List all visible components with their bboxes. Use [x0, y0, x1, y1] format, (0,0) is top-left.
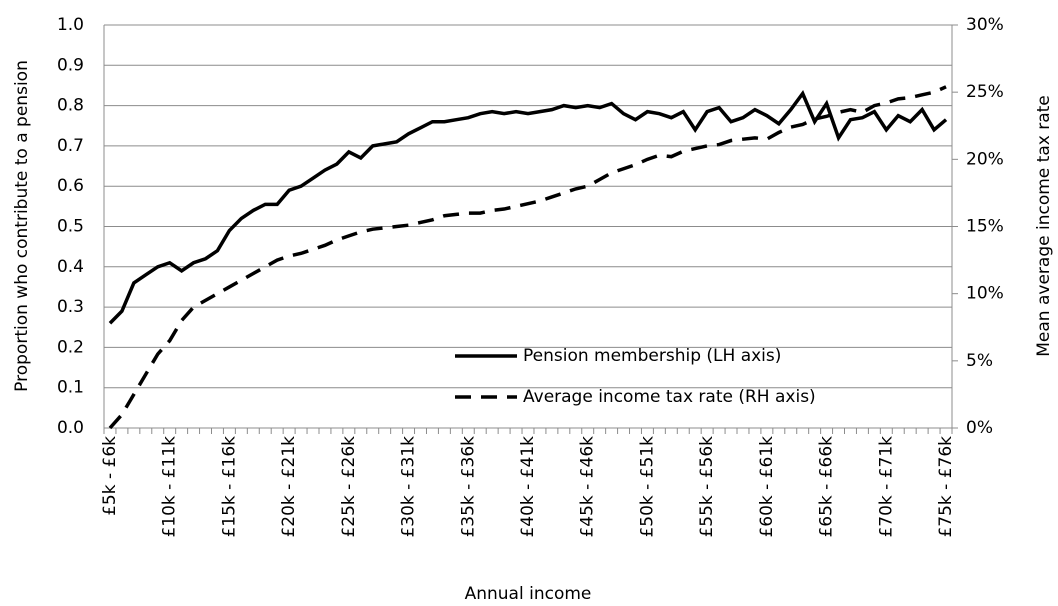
- legend-label: Pension membership (LH axis): [523, 346, 781, 366]
- x-tick-label: £70k - £71k: [876, 436, 896, 538]
- y-tick-label: 0.9: [57, 55, 84, 75]
- x-tick-label: £35k - £36k: [458, 436, 478, 538]
- data-line: [108, 90, 948, 325]
- y2-tick-label: 10%: [966, 284, 1004, 304]
- y2-tick-label: 15%: [966, 217, 1004, 237]
- y-tick-label: 0.1: [57, 378, 84, 398]
- y2-tick-label: 25%: [966, 82, 1004, 102]
- y-tick-label: 0.4: [57, 257, 84, 277]
- x-tick-label: £15k - £16k: [219, 436, 239, 538]
- x-tick-label: £30k - £31k: [399, 436, 419, 538]
- x-tick-label: £50k - £51k: [637, 436, 657, 538]
- y2-tick-label: 30%: [966, 15, 1004, 35]
- y2-tick-label: 5%: [966, 351, 993, 371]
- y2-axis-title: Mean average income tax rate: [1034, 95, 1054, 356]
- y-tick-label: 0.0: [57, 418, 84, 438]
- y-tick-label: 0.5: [57, 217, 84, 237]
- x-tick-label: £45k - £46k: [578, 436, 598, 538]
- y-tick-label: 0.3: [57, 297, 84, 317]
- x-tick-label: £25k - £26k: [339, 436, 359, 538]
- x-tick-label: £60k - £61k: [757, 436, 777, 538]
- y2-tick-label: 20%: [966, 149, 1004, 169]
- y-tick-label: 1.0: [57, 15, 84, 35]
- y-axis-title: Proportion who contribute to a pension: [12, 60, 32, 392]
- y-tick-label: 0.6: [57, 176, 84, 196]
- x-tick-label: £5k - £6k: [100, 436, 120, 516]
- y-tick-label: 0.8: [57, 96, 84, 116]
- y-tick-label: 0.7: [57, 136, 84, 156]
- x-axis-title: Annual income: [465, 584, 592, 604]
- legend-label: Average income tax rate (RH axis): [523, 387, 816, 407]
- x-tick-label: £55k - £56k: [697, 436, 717, 538]
- y-tick-label: 0.2: [57, 337, 84, 357]
- x-tick-label: £65k - £66k: [817, 436, 837, 538]
- data-line: [108, 85, 947, 430]
- x-tick-label: £10k - £11k: [160, 436, 180, 538]
- y2-tick-label: 0%: [966, 418, 993, 438]
- x-tick-label: £75k - £76k: [936, 436, 956, 538]
- x-tick-label: £20k - £21k: [279, 436, 299, 538]
- x-tick-label: £40k - £41k: [518, 436, 538, 538]
